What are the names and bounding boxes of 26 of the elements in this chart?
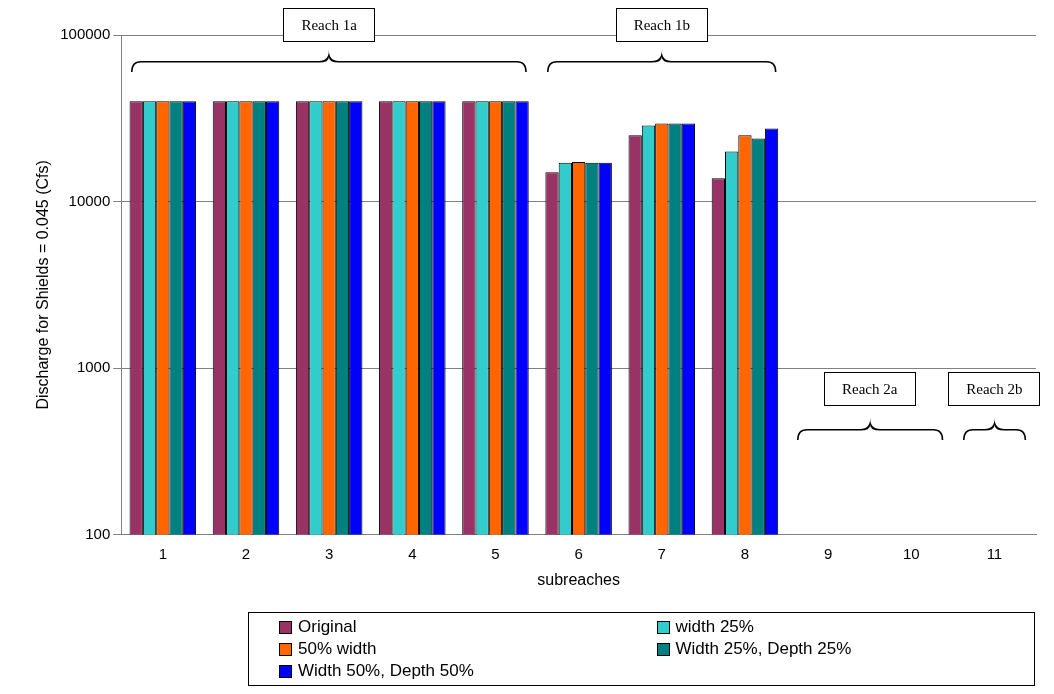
text: Reach 1b [615,8,708,42]
x-tick-label: 9 [823,544,833,562]
x-tick-label: 1 [158,544,167,562]
annotation: Reach 2b [948,372,1041,406]
x-tick-label: 6 [574,544,583,562]
legend-label: Width 50%, Depth 50% [298,661,474,681]
x-axis-title: subreaches [537,570,620,588]
x-tick-label: 4 [408,544,417,562]
x-tick-label: 10 [902,544,920,562]
x-tick-label: 5 [491,544,500,562]
annotation: Reach 2a [823,372,916,406]
x-tick-label: 8 [740,544,750,562]
legend-label: width 25% [675,617,754,637]
y-tick-label: 100 [85,524,111,542]
y-tick-label: 1000 [76,358,111,376]
y-tick-label: 10000 [68,191,111,209]
legend-label: Width 25%, Depth 25% [675,639,852,659]
x-tick-label: 2 [241,544,251,562]
y-axis-title: Discharge for Shields = 0.045 (Cfs) [34,160,52,410]
y-tick-label: 100000 [60,25,111,43]
x-tick-label: 3 [324,544,334,562]
text: Reach 1a [283,8,376,42]
legend-label: Original [298,617,357,637]
legend-label: 50% width [298,639,377,659]
x-tick-label: 11 [986,544,1003,562]
x-tick-label: 7 [657,544,666,562]
